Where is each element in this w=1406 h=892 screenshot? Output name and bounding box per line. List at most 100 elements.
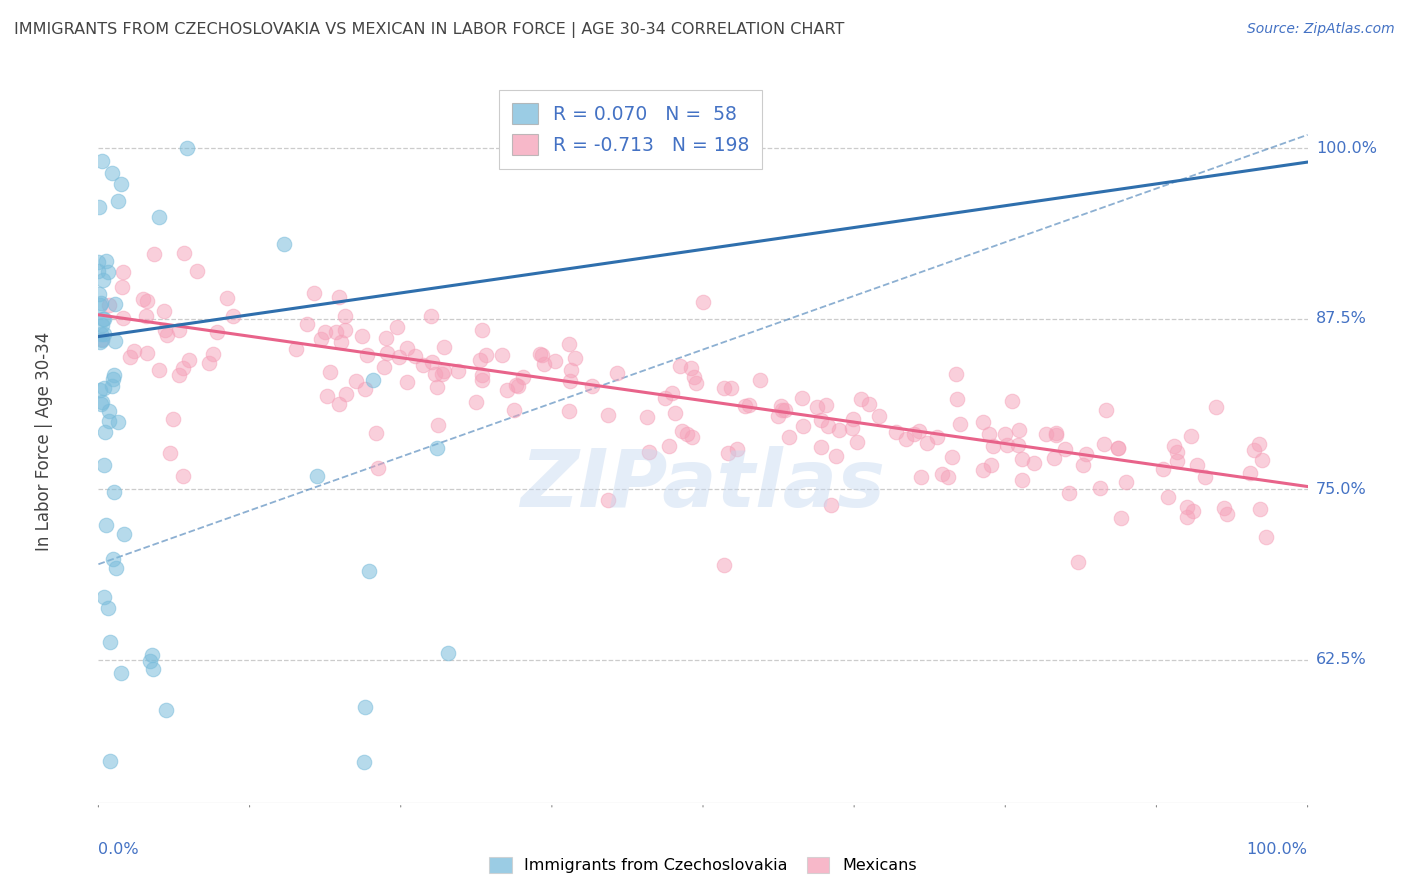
Point (1095, 403, 1118, 417)
Text: In Labor Force | Age 30-34: In Labor Force | Age 30-34 (35, 332, 53, 551)
Point (931, 467, 953, 481)
Point (395, 375, 418, 389)
Text: IMMIGRANTS FROM CZECHOSLOVAKIA VS MEXICAN IN LABOR FORCE | AGE 30-34 CORRELATION: IMMIGRANTS FROM CZECHOSLOVAKIA VS MEXICA… (14, 22, 845, 38)
Point (363, 373, 385, 387)
Point (135, 309, 157, 323)
Point (557, 404, 579, 418)
Point (720, 381, 742, 395)
Point (87, 286, 110, 301)
Point (505, 378, 527, 392)
Point (749, 373, 772, 387)
Point (335, 309, 357, 323)
Point (354, 382, 377, 396)
Point (681, 360, 703, 375)
Point (471, 323, 494, 337)
Point (353, 755, 375, 769)
Point (97, 414, 120, 428)
Point (503, 402, 526, 417)
Point (101, 379, 124, 393)
Point (1011, 473, 1033, 487)
Point (884, 425, 907, 439)
Point (972, 415, 994, 429)
Point (1181, 504, 1204, 518)
Point (314, 326, 336, 340)
Point (1247, 437, 1270, 451)
Point (1250, 452, 1272, 467)
Point (91, 318, 114, 333)
Point (91, 333, 114, 347)
Point (1053, 442, 1076, 457)
Point (110, 177, 132, 191)
Point (636, 410, 658, 425)
Point (90, 326, 112, 341)
Point (89, 384, 111, 398)
Point (606, 366, 628, 380)
Point (734, 399, 756, 413)
Point (792, 418, 814, 433)
Point (841, 421, 863, 435)
Point (104, 561, 127, 575)
Point (1007, 437, 1029, 451)
Point (385, 319, 408, 334)
Point (471, 372, 494, 386)
Point (817, 418, 839, 433)
Point (91, 311, 114, 326)
Point (325, 325, 347, 339)
Point (1243, 443, 1265, 458)
Point (430, 367, 453, 381)
Point (638, 444, 661, 458)
Point (917, 436, 939, 450)
Point (471, 368, 494, 383)
Point (828, 423, 851, 437)
Point (560, 374, 582, 388)
Point (1180, 429, 1202, 443)
Point (1076, 447, 1098, 461)
Point (1157, 490, 1180, 504)
Point (676, 427, 699, 442)
Point (427, 418, 450, 433)
Point (433, 340, 456, 354)
Point (107, 415, 129, 429)
Point (148, 363, 170, 377)
Point (93, 327, 115, 342)
Point (447, 364, 470, 378)
Point (1249, 502, 1271, 516)
Point (423, 367, 446, 381)
Point (1239, 467, 1261, 481)
Point (172, 469, 194, 483)
Point (94, 425, 117, 440)
Point (491, 348, 513, 362)
Point (309, 332, 332, 346)
Point (868, 409, 890, 424)
Point (93, 311, 115, 326)
Point (1107, 441, 1129, 455)
Point (197, 356, 219, 370)
Point (997, 438, 1019, 452)
Point (980, 458, 1002, 472)
Point (810, 413, 832, 427)
Point (141, 648, 163, 662)
Point (941, 450, 963, 464)
Point (143, 247, 166, 261)
Text: 75.0%: 75.0% (1316, 482, 1367, 497)
Point (1008, 423, 1031, 437)
Point (1092, 436, 1115, 450)
Point (433, 363, 456, 377)
Point (717, 446, 740, 460)
Point (977, 426, 1000, 441)
Point (103, 372, 125, 386)
Point (925, 430, 948, 444)
Point (766, 409, 789, 424)
Point (118, 350, 141, 364)
Point (664, 406, 686, 420)
Point (1071, 458, 1094, 473)
Point (936, 470, 959, 484)
Point (910, 470, 932, 484)
Point (1213, 501, 1236, 516)
Legend: R = 0.070   N =  58, R = -0.713   N = 198: R = 0.070 N = 58, R = -0.713 N = 198 (499, 90, 762, 169)
Point (1215, 507, 1237, 521)
Point (104, 334, 127, 349)
Point (683, 370, 706, 384)
Point (98, 298, 121, 312)
Text: 100.0%: 100.0% (1247, 842, 1308, 856)
